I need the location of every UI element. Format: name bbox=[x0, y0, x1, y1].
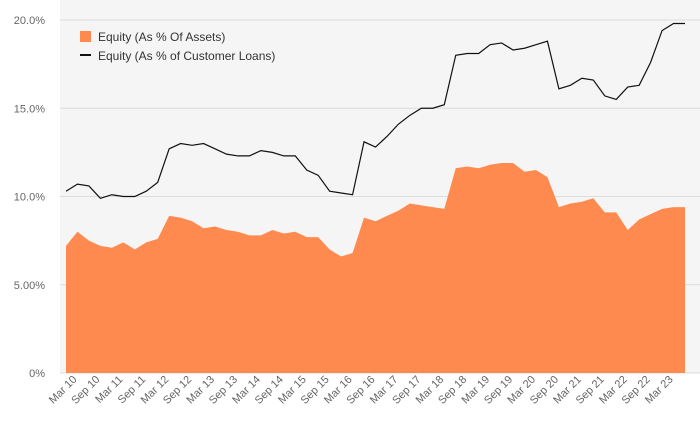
y-axis-ticks: 0% 5.00% 10.0% 15.0% 20.0% bbox=[14, 15, 45, 380]
y-tick-label: 10.0% bbox=[14, 192, 45, 204]
legend: Equity (As % Of Assets) Equity (As % of … bbox=[80, 30, 275, 63]
line-series-layer bbox=[65, 22, 685, 199]
legend-label-line: Equity (As % of Customer Loans) bbox=[98, 49, 275, 63]
area-series-layer bbox=[66, 162, 685, 373]
y-tick-label: 20.0% bbox=[14, 15, 45, 27]
area-series-equity-assets bbox=[66, 162, 685, 373]
legend-swatch-area bbox=[80, 31, 91, 42]
legend-label-area: Equity (As % Of Assets) bbox=[98, 30, 225, 44]
y-tick-label: 5.00% bbox=[14, 280, 45, 292]
y-tick-label: 15.0% bbox=[14, 103, 45, 115]
y-tick-label: 0% bbox=[29, 368, 45, 380]
line-series-equity-loans bbox=[65, 22, 685, 199]
